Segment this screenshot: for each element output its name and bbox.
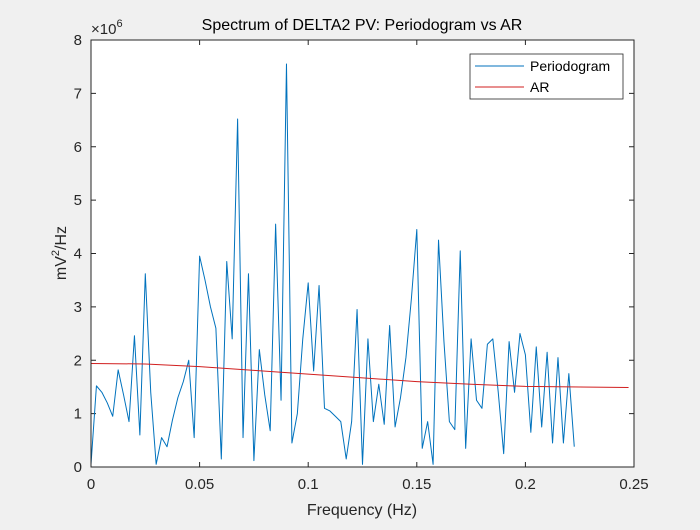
y-tick-label: 6 bbox=[74, 139, 82, 156]
y-tick-label: 2 bbox=[74, 352, 82, 369]
x-tick-label: 0.2 bbox=[515, 476, 536, 493]
y-tick-labels: 0 1 2 3 4 5 6 7 8 bbox=[74, 32, 82, 476]
y-tick-label: 7 bbox=[74, 85, 82, 102]
x-axis-label: Frequency (Hz) bbox=[307, 502, 417, 519]
x-tick-label: 0.1 bbox=[298, 476, 319, 493]
x-tick-label: 0 bbox=[87, 476, 95, 493]
axes-background bbox=[91, 40, 634, 467]
series-layer bbox=[90, 63, 629, 465]
y-tick-label: 8 bbox=[74, 32, 82, 49]
x-tick-label: 0.15 bbox=[402, 476, 431, 493]
chart-title: Spectrum of DELTA2 PV: Periodogram vs AR bbox=[202, 17, 523, 34]
y-tick-label: 1 bbox=[74, 406, 82, 423]
y-axis-label-superscript: 2 bbox=[50, 250, 62, 256]
y-tick-label: 5 bbox=[74, 192, 82, 209]
series-line-periodogram bbox=[90, 63, 575, 465]
x-tick-labels: 0 0.05 0.1 0.15 0.2 0.25 bbox=[87, 476, 649, 493]
y-exponent-prefix: ×10 bbox=[91, 21, 116, 38]
x-tick-label: 0.05 bbox=[185, 476, 214, 493]
y-tick-label: 0 bbox=[74, 459, 82, 476]
y-tick-label: 4 bbox=[74, 246, 82, 263]
y-axis-label-tail: /Hz bbox=[53, 226, 70, 250]
x-tick-label: 0.25 bbox=[619, 476, 648, 493]
legend-box bbox=[469, 53, 624, 100]
series-line-ar bbox=[90, 362, 629, 388]
y-tick-label: 3 bbox=[74, 299, 82, 316]
y-axis-label-base: mV bbox=[53, 256, 70, 280]
legend-label-periodogram: Periodogram bbox=[530, 58, 610, 74]
axes-box bbox=[90, 39, 635, 468]
y-axis-label: mV2/Hz bbox=[50, 226, 70, 280]
y-exponent-label: ×106 bbox=[91, 18, 123, 38]
y-exponent-power: 6 bbox=[116, 18, 122, 30]
legend-label-ar: AR bbox=[530, 79, 549, 95]
legend[interactable]: Periodogram AR bbox=[469, 53, 624, 100]
